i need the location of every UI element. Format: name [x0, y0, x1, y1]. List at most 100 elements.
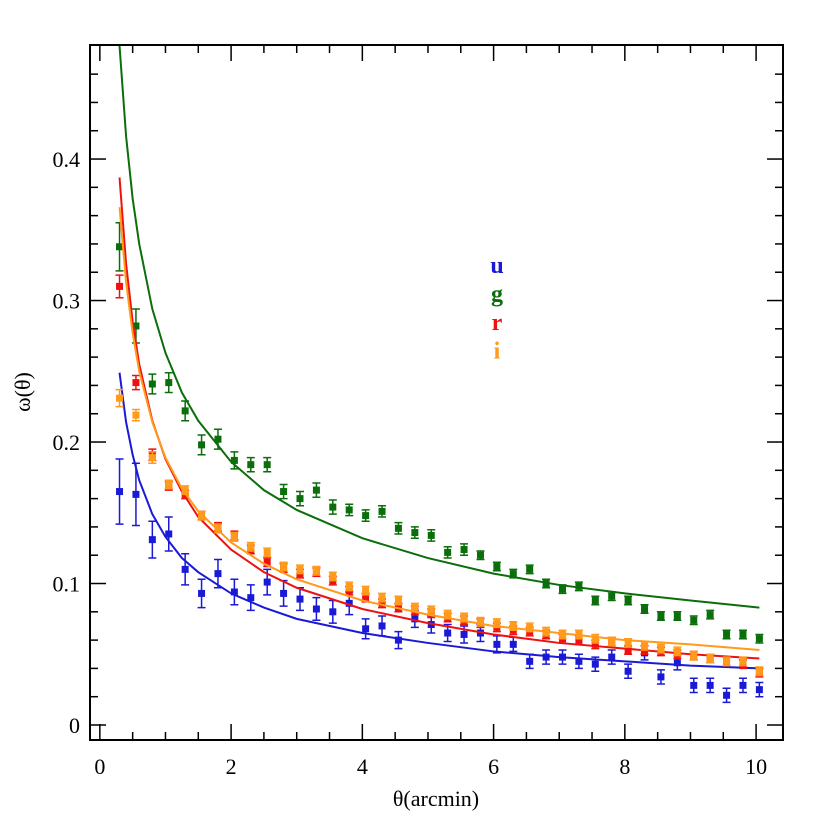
data-point	[673, 659, 681, 667]
y-tick-label: 0	[69, 713, 80, 738]
data-point	[263, 578, 271, 586]
data-point	[280, 488, 288, 496]
data-point	[460, 546, 468, 554]
data-point	[198, 589, 206, 597]
data-point	[641, 605, 649, 613]
y-tick-label: 0.1	[53, 572, 81, 597]
x-tick-label: 4	[357, 754, 368, 779]
data-point	[476, 551, 484, 559]
data-point	[280, 589, 288, 597]
data-point	[312, 567, 320, 575]
x-axis-label: θ(arcmin)	[393, 786, 479, 811]
data-point	[739, 681, 747, 689]
x-tick-label: 0	[94, 754, 105, 779]
data-point	[165, 480, 173, 488]
x-tick-label: 6	[488, 754, 499, 779]
data-point	[362, 625, 370, 633]
data-point	[230, 456, 238, 464]
data-point	[657, 645, 665, 653]
data-point	[444, 548, 452, 556]
data-point	[575, 630, 583, 638]
legend-entry: r	[492, 310, 503, 336]
data-point	[411, 529, 419, 537]
data-point	[411, 604, 419, 612]
data-point	[755, 667, 763, 675]
data-point	[329, 572, 337, 580]
data-point	[460, 613, 468, 621]
data-point	[329, 503, 337, 511]
data-point	[116, 282, 124, 290]
data-point	[739, 630, 747, 638]
data-point	[575, 636, 583, 644]
data-point	[394, 524, 402, 532]
data-point	[247, 594, 255, 602]
data-point	[427, 606, 435, 614]
x-tick-label: 2	[226, 754, 237, 779]
data-point	[526, 657, 534, 665]
data-point	[493, 563, 501, 571]
data-point	[378, 507, 386, 515]
data-point	[673, 612, 681, 620]
legend-entry: g	[491, 282, 503, 308]
data-point	[624, 646, 632, 654]
data-point	[181, 486, 189, 494]
data-point	[116, 243, 124, 251]
data-point	[132, 379, 140, 387]
data-point	[378, 622, 386, 630]
data-point	[362, 594, 370, 602]
data-point	[247, 461, 255, 469]
fit-curve	[118, 177, 760, 660]
data-point	[394, 596, 402, 604]
data-point	[411, 615, 419, 623]
data-point	[362, 512, 370, 520]
y-tick-label: 0.4	[53, 147, 81, 172]
data-point	[755, 686, 763, 694]
y-tick-label: 0.2	[53, 430, 81, 455]
data-point	[181, 407, 189, 415]
data-point	[378, 599, 386, 607]
data-point	[230, 588, 238, 596]
data-point	[542, 580, 550, 588]
data-point	[559, 585, 566, 593]
data-point	[706, 655, 714, 663]
data-point	[608, 592, 616, 600]
data-point	[690, 681, 698, 689]
data-point	[148, 380, 156, 388]
data-point	[657, 673, 665, 681]
data-point	[542, 628, 550, 636]
data-point	[214, 524, 222, 532]
data-point	[706, 681, 714, 689]
data-point	[641, 642, 649, 650]
data-point	[591, 640, 599, 648]
data-point	[148, 454, 156, 462]
fit-curve	[118, 207, 760, 652]
data-point	[476, 618, 484, 626]
data-point	[559, 653, 566, 661]
data-point	[608, 653, 616, 661]
data-point	[132, 490, 140, 498]
data-point	[263, 548, 271, 556]
data-point	[624, 596, 632, 604]
data-point	[509, 640, 517, 648]
data-point	[165, 379, 173, 387]
data-point	[559, 630, 566, 638]
data-point	[493, 640, 501, 648]
fit-curve	[118, 372, 760, 670]
data-point	[345, 582, 353, 590]
data-point	[673, 647, 681, 655]
legend-entry: i	[494, 339, 501, 365]
x-tick-label: 8	[619, 754, 630, 779]
data-point	[312, 605, 320, 613]
data-point	[181, 565, 189, 573]
data-point	[591, 660, 599, 668]
data-point	[148, 536, 156, 544]
fit-curve	[118, 45, 760, 609]
data-point	[296, 495, 304, 503]
data-point	[542, 653, 550, 661]
data-point	[755, 635, 763, 643]
data-point	[116, 488, 124, 496]
data-point	[329, 608, 337, 616]
data-point	[345, 599, 353, 607]
data-point	[723, 630, 731, 638]
